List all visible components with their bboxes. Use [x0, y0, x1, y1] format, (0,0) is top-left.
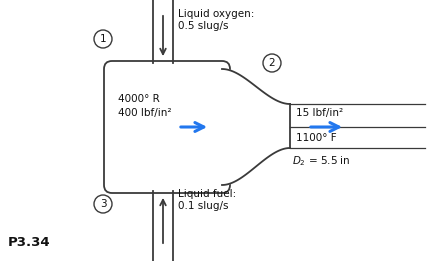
Text: 4000° R
400 lbf/in²: 4000° R 400 lbf/in² [118, 94, 172, 118]
Polygon shape [222, 69, 290, 185]
Circle shape [94, 30, 112, 48]
Text: 3: 3 [100, 199, 106, 209]
Circle shape [263, 54, 281, 72]
Text: P3.34: P3.34 [8, 236, 51, 250]
FancyBboxPatch shape [104, 61, 230, 193]
Circle shape [94, 195, 112, 213]
Text: $D_2$ = 5.5 in: $D_2$ = 5.5 in [292, 154, 350, 168]
Text: 1: 1 [100, 34, 106, 44]
Text: Liquid oxygen:
0.5 slug/s: Liquid oxygen: 0.5 slug/s [178, 9, 254, 31]
Text: Liquid fuel:
0.1 slug/s: Liquid fuel: 0.1 slug/s [178, 189, 236, 211]
Text: 1100° F: 1100° F [296, 133, 337, 143]
Text: 15 lbf/in²: 15 lbf/in² [296, 108, 343, 118]
Text: 2: 2 [269, 58, 275, 68]
